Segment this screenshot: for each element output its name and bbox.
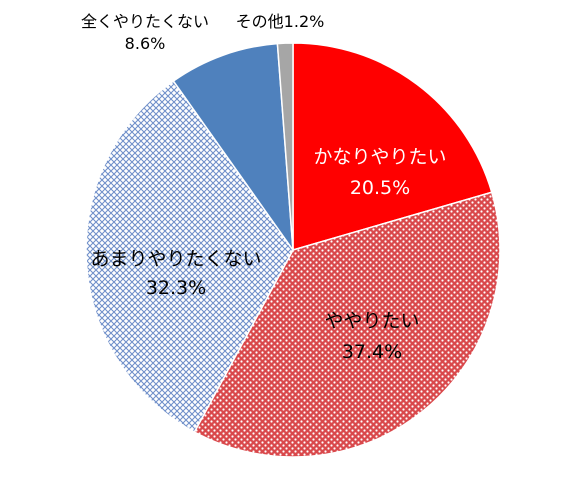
slice-value-sonota: 1.2% [284,12,325,31]
pie-slice-mattaku [172,42,294,253]
pie-slice-sonota [276,42,294,251]
slice-category-mattaku: 全くやりたくない [81,12,209,31]
slice-category-amari: あまりやりたくない [90,248,261,270]
pie-slice-kanari [292,42,493,251]
slice-value-yaya: 37.4% [342,341,402,363]
slice-category-yaya: ややりたい [324,310,419,332]
pie-slice-amari [85,79,294,434]
slice-category-sonota: その他 [236,12,284,31]
slice-category-kanari: かなりやりたい [313,146,446,168]
slice-value-mattaku: 8.6% [125,34,166,53]
slice-value-amari: 32.3% [146,277,206,299]
pie-slice-yaya [193,191,501,458]
slice-value-kanari: 20.5% [350,177,410,199]
slice-label-sonota: その他1.2% [236,12,325,31]
